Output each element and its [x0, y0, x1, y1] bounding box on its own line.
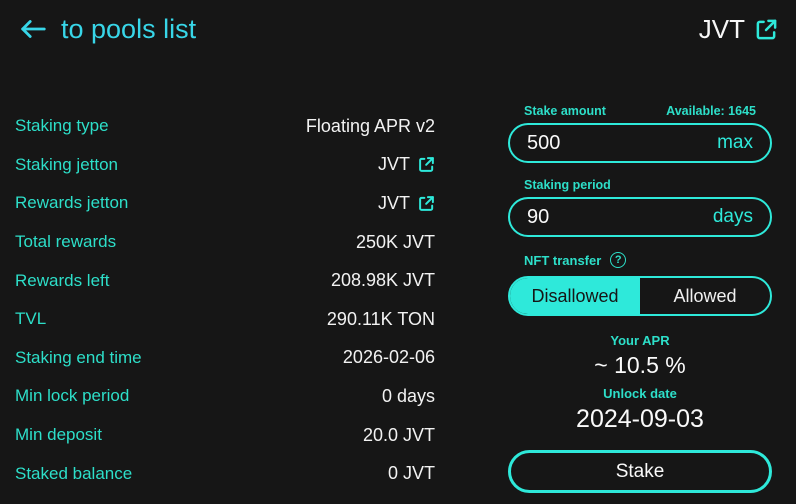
info-row-label: Total rewards [15, 232, 117, 252]
info-row-value: 250K JVT [355, 231, 435, 252]
stake-amount-input-box: max [508, 123, 772, 163]
back-label: to pools list [61, 13, 197, 44]
info-row-label: Rewards left [15, 270, 110, 290]
info-row: Rewards jetton JVT [15, 184, 435, 223]
info-row-label: Min lock period [15, 386, 130, 406]
info-row-label: Staking end time [15, 347, 142, 367]
staking-period-input-box: days [508, 197, 772, 237]
external-link-icon[interactable] [418, 195, 435, 212]
staking-period-input[interactable] [527, 205, 713, 229]
info-row-value: 208.98K JVT [330, 270, 435, 291]
info-row-value-group: Floating APR v2 [306, 116, 435, 137]
info-row: Staking jetton JVT [15, 146, 435, 185]
available-balance: Available: 1645 [666, 103, 756, 118]
info-row-value: 2026-02-06 [342, 347, 435, 368]
nft-transfer-toggle-option[interactable]: Allowed [673, 285, 737, 306]
info-row-value-group: 2026-02-06 [343, 347, 435, 368]
info-row: Staked balance 0 JVT [15, 454, 435, 493]
stake-amount-label-row: Stake amount Available: 1645 [508, 103, 772, 118]
header: to pools list JVT [0, 0, 796, 58]
info-row-label: TVL [15, 309, 47, 329]
stake-form: Stake amount Available: 1645 max Staking… [508, 103, 772, 493]
pool-info-list: Staking type Floating APR v2 Staking jet… [15, 107, 435, 493]
info-row-value: JVT [377, 192, 410, 213]
pool-token-symbol: JVT [698, 13, 745, 44]
nft-transfer-toggle-option[interactable]: Disallowed [510, 278, 640, 314]
info-row-value: 0 JVT [387, 463, 435, 484]
external-link-icon [755, 18, 778, 41]
info-row-value-group: JVT [378, 154, 435, 175]
back-to-pools-link[interactable]: to pools list [18, 14, 196, 45]
info-row-value: Floating APR v2 [305, 115, 435, 136]
info-row: Staking type Floating APR v2 [15, 107, 435, 146]
unlock-date-label: Unlock date [603, 386, 677, 401]
external-link-icon[interactable] [418, 156, 435, 173]
info-row: Rewards left 208.98K JVT [15, 261, 435, 300]
info-row: Min deposit 20.0 JVT [15, 416, 435, 455]
info-row: Min lock period 0 days [15, 377, 435, 416]
stake-button[interactable]: Stake [508, 450, 772, 493]
info-row-label: Rewards jetton [15, 193, 129, 213]
nft-transfer-label: NFT transfer [524, 252, 602, 268]
info-row-value-group: 0 days [382, 386, 435, 407]
info-row: TVL 290.11K TON [15, 300, 435, 339]
your-apr-value: ~ 10.5 % [594, 352, 686, 378]
info-row-value: 0 days [381, 385, 435, 406]
max-button[interactable]: max [717, 132, 753, 153]
info-row-label: Staking jetton [15, 154, 119, 174]
stake-amount-input[interactable] [527, 131, 718, 155]
info-row-label: Min deposit [15, 425, 102, 445]
info-row: Staking end time 2026-02-06 [15, 339, 435, 378]
info-row-value: JVT [377, 154, 410, 175]
info-row: Total rewards 250K JVT [15, 223, 435, 262]
days-unit-label: days [712, 206, 753, 227]
info-row-label: Staked balance [15, 463, 133, 483]
back-arrow-icon [18, 17, 48, 41]
info-row-value-group: 0 JVT [388, 463, 435, 484]
info-row-value: 290.11K TON [326, 308, 435, 329]
nft-transfer-label-row: NFT transfer ? [508, 251, 772, 269]
nft-transfer-help-icon[interactable]: ? [610, 252, 627, 268]
info-row-value-group: 20.0 JVT [363, 425, 435, 446]
nft-transfer-toggle: Disallowed Allowed [508, 276, 772, 316]
info-row-value-group: JVT [378, 193, 435, 214]
info-row-value-group: 250K JVT [356, 232, 435, 253]
pool-token-link[interactable]: JVT [699, 14, 778, 45]
info-row-value: 20.0 JVT [362, 424, 435, 445]
staking-period-label-row: Staking period [508, 177, 772, 192]
info-row-value-group: 290.11K TON [327, 309, 435, 330]
staking-period-label: Staking period [524, 177, 611, 192]
unlock-date-value: 2024-09-03 [576, 405, 704, 433]
stake-amount-label: Stake amount [524, 103, 606, 118]
info-row-label: Staking type [15, 116, 109, 136]
info-row-value-group: 208.98K JVT [331, 270, 435, 291]
your-apr-label: Your APR [610, 333, 670, 348]
